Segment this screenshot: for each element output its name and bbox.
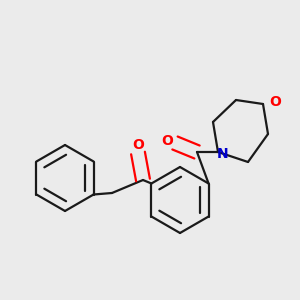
Text: O: O <box>161 134 173 148</box>
Text: O: O <box>269 95 281 109</box>
Text: N: N <box>217 147 229 161</box>
Text: O: O <box>132 138 144 152</box>
